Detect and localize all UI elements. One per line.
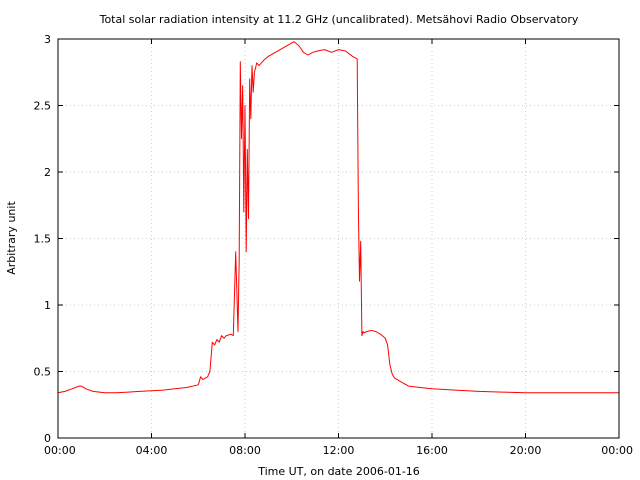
y-tick-label: 1.5 [34,233,52,246]
grid-layer [58,39,619,438]
y-axis-label: Arbitrary unit [5,201,18,275]
x-tick-label: 08:00 [229,444,261,457]
x-tick-label: 00:00 [601,444,633,457]
x-tick-label: 20:00 [510,444,542,457]
x-tick-label: 16:00 [416,444,448,457]
x-tick-label: 12:00 [323,444,355,457]
tick-layer [57,38,620,439]
series-line [57,41,619,394]
y-tick-label: 3 [44,33,51,46]
y-tick-label: 0.5 [34,366,52,379]
y-tick-label: 1 [44,299,51,312]
chart-title: Total solar radiation intensity at 11.2 … [99,13,579,26]
y-tick-label: 2.5 [34,100,52,113]
x-axis-label: Time UT, on date 2006-01-16 [257,465,420,478]
label-layer: 0 0.5 1 1.5 2 2.5 3 00:00 04:00 08:00 12:00 16:00 20… [34,33,634,457]
series-layer [57,41,619,394]
y-tick-label: 2 [44,166,51,179]
x-tick-label: 00:00 [44,444,76,457]
y-tick-label: 0 [44,432,51,445]
x-tick-label: 04:00 [136,444,168,457]
